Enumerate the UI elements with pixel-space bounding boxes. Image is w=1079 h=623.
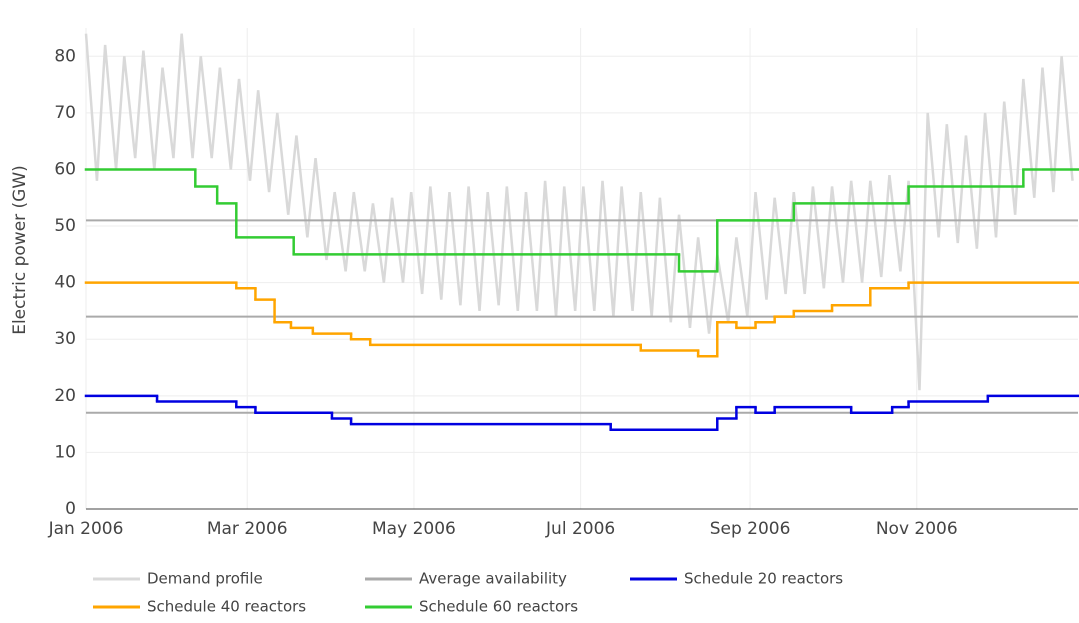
demand-line [84,33,1074,391]
x-tick-label: Jan 2006 [48,519,124,539]
y-tick-label: 40 [54,273,76,293]
y-tick-label: 20 [54,386,76,406]
x-tick-label: Nov 2006 [876,519,958,539]
legend-label: Schedule 40 reactors [147,598,306,616]
x-tick-label: May 2006 [372,519,456,539]
y-tick-label: 30 [54,329,76,349]
y-tick-label: 50 [54,216,76,236]
x-tick-label: Jul 2006 [545,519,615,539]
y-tick-label: 0 [65,499,76,519]
legend-label: Schedule 20 reactors [684,570,843,588]
y-tick-label: 10 [54,442,76,462]
legend-label: Demand profile [147,570,263,588]
y-tick-label: 80 [54,46,76,66]
y-tick-label: 60 [54,159,76,179]
y-tick-label: 70 [54,103,76,123]
legend-label: Schedule 60 reactors [419,598,578,616]
x-tick-label: Sep 2006 [710,519,791,539]
legend-label: Average availability [419,570,567,588]
x-tick-label: Mar 2006 [207,519,288,539]
y-axis-label: Electric power (GW) [10,165,30,335]
